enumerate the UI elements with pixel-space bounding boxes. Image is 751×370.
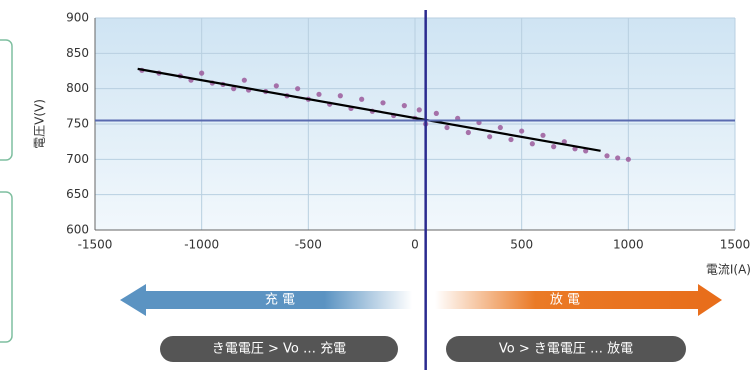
- data-point: [625, 156, 631, 162]
- data-point: [316, 91, 322, 97]
- trend-line: [137, 67, 601, 152]
- y-tick-label: 700: [66, 152, 89, 166]
- data-point: [540, 132, 546, 138]
- condition-pill: [160, 336, 398, 362]
- x-tick-label: 1500: [720, 238, 751, 252]
- data-point: [444, 124, 450, 131]
- data-point: [433, 110, 439, 116]
- y-tick-label: 600: [66, 223, 89, 237]
- charge-condition: き電電圧 > Vo … 充電: [212, 341, 346, 357]
- data-point: [273, 83, 279, 89]
- data-point: [487, 134, 493, 140]
- charge-arrow: [120, 284, 412, 316]
- y-tick-label: 650: [66, 187, 89, 201]
- data-point: [401, 103, 407, 109]
- y-tick-label: 850: [66, 46, 89, 60]
- data-point: [337, 93, 343, 99]
- data-point: [241, 77, 247, 83]
- data-point: [416, 107, 422, 113]
- data-point: [519, 128, 525, 134]
- data-point: [359, 96, 365, 102]
- data-point: [380, 100, 386, 106]
- side-panel: [0, 191, 13, 343]
- data-point: [551, 144, 557, 150]
- x-tick-label: -1000: [184, 238, 219, 252]
- data-point: [561, 139, 567, 145]
- charge-label: 充 電: [265, 292, 295, 308]
- data-point: [231, 86, 237, 92]
- x-axis-label: 電流I(A): [706, 263, 751, 277]
- data-point: [497, 124, 503, 131]
- x-tick-label: -1500: [78, 238, 113, 252]
- data-point: [465, 129, 471, 136]
- x-tick-label: 1000: [613, 238, 644, 252]
- data-point: [508, 136, 514, 143]
- data-point: [295, 86, 301, 92]
- x-tick-label: 500: [510, 238, 533, 252]
- discharge-arrow: [435, 284, 722, 316]
- condition-pill: [446, 336, 686, 362]
- x-tick-label: -500: [295, 238, 322, 252]
- y-tick-label: 750: [66, 117, 89, 131]
- discharge-label: 放 電: [550, 293, 580, 308]
- data-point: [529, 141, 535, 147]
- y-tick-label: 900: [66, 11, 89, 25]
- data-point: [615, 155, 621, 161]
- y-axis-label: 電圧V(V): [33, 99, 47, 149]
- y-tick-label: 800: [66, 81, 89, 95]
- data-point: [604, 153, 610, 159]
- discharge-condition: Vo > き電電圧 … 放電: [499, 342, 633, 357]
- x-tick-label: 0: [411, 238, 419, 252]
- data-point: [199, 70, 205, 76]
- side-panel: [0, 39, 13, 161]
